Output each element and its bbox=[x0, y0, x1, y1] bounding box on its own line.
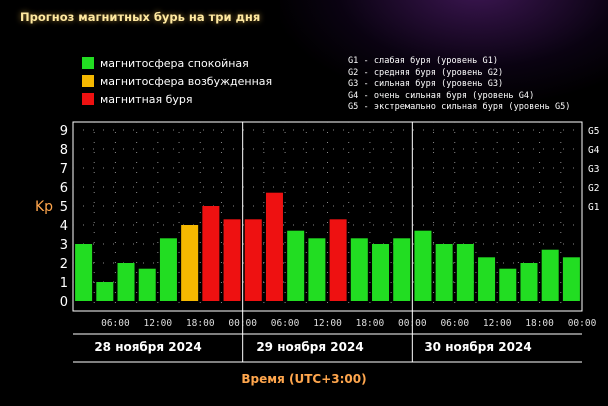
y-tick-label: 6 bbox=[60, 181, 68, 196]
g-scale-item: G2 - средняя буря (уровень G2) bbox=[348, 67, 504, 78]
kp-bar bbox=[202, 206, 220, 301]
kp-bar bbox=[499, 268, 517, 301]
legend-label-storm: магнитная буря bbox=[100, 92, 193, 106]
kp-bar bbox=[117, 263, 135, 301]
g-tick-label: G3 bbox=[588, 164, 599, 175]
legend-swatch-storm bbox=[82, 93, 94, 105]
legend-item-active: магнитосфера возбужденная bbox=[82, 74, 272, 88]
kp-bar bbox=[244, 219, 262, 301]
y-tick-label: 5 bbox=[60, 200, 68, 215]
kp-bar bbox=[159, 238, 177, 301]
g-scale-item: G3 - сильная буря (уровень G3) bbox=[348, 79, 504, 89]
y-tick-label: 1 bbox=[60, 276, 68, 291]
day-label: 29 ноября 2024 bbox=[256, 340, 364, 354]
y-tick-label: 0 bbox=[60, 295, 68, 310]
y-tick-label: 2 bbox=[60, 257, 68, 272]
x-tick-label: 18:00 bbox=[525, 318, 554, 329]
x-axis-label: Время (UTC+3:00) bbox=[241, 372, 367, 386]
legend-label-quiet: магнитосфера спокойная bbox=[100, 56, 249, 70]
y-tick-label: 8 bbox=[60, 143, 68, 158]
g-tick-label: G1 bbox=[588, 202, 600, 213]
kp-bar bbox=[541, 249, 559, 301]
kp-bar bbox=[350, 238, 368, 301]
x-tick-label: 00:00 bbox=[398, 318, 427, 329]
x-tick-label: 18:00 bbox=[186, 318, 215, 329]
g-scale-item: G5 - экстремально сильная буря (уровень … bbox=[348, 102, 571, 112]
kp-bar bbox=[562, 257, 580, 301]
legend-swatch-quiet bbox=[82, 57, 94, 69]
kp-bar bbox=[181, 225, 199, 301]
kp-bar bbox=[287, 230, 305, 301]
x-tick-label: 06:00 bbox=[271, 318, 300, 329]
kp-bar bbox=[414, 230, 432, 301]
y-tick-label: 9 bbox=[60, 124, 68, 139]
g-scale-item: G1 - слабая буря (уровень G1) bbox=[348, 56, 499, 66]
legend-swatch-active bbox=[82, 75, 94, 87]
day-label: 30 ноября 2024 bbox=[424, 340, 532, 354]
y-tick-label: 7 bbox=[60, 162, 68, 177]
day-label: 28 ноября 2024 bbox=[94, 340, 202, 354]
legend-item-storm: магнитная буря bbox=[82, 92, 193, 106]
y-tick-label: 4 bbox=[60, 219, 68, 234]
kp-bar bbox=[329, 219, 347, 301]
x-tick-label: 18:00 bbox=[356, 318, 385, 329]
x-tick-label: 06:00 bbox=[101, 318, 130, 329]
kp-bar bbox=[308, 238, 326, 301]
y-axis-label: Kp bbox=[35, 199, 54, 215]
legend-label-active: магнитосфера возбужденная bbox=[100, 74, 273, 88]
kp-bar bbox=[223, 219, 241, 301]
x-tick-label: 12:00 bbox=[313, 318, 342, 329]
x-tick-label: 00:00 bbox=[568, 318, 597, 329]
y-tick-label: 3 bbox=[60, 238, 68, 253]
legend-item-quiet: магнитосфера спокойная bbox=[82, 56, 249, 70]
x-tick-label: 12:00 bbox=[144, 318, 173, 329]
g-scale-list: G1 - слабая буря (уровень G1) G2 - средн… bbox=[348, 56, 570, 114]
g-tick-label: G4 bbox=[588, 145, 600, 156]
x-tick-label: 00:00 bbox=[228, 318, 257, 329]
kp-bar bbox=[138, 268, 156, 301]
kp-bar bbox=[478, 257, 496, 301]
page-title: Прогноз магнитных бурь на три дня bbox=[20, 10, 261, 24]
kp-bar bbox=[96, 282, 114, 301]
kp-bar bbox=[435, 244, 453, 301]
kp-bar bbox=[520, 263, 538, 301]
g-tick-label: G2 bbox=[588, 183, 599, 194]
x-tick-label: 12:00 bbox=[483, 318, 512, 329]
kp-bar bbox=[456, 244, 474, 301]
g-tick-label: G5 bbox=[588, 126, 599, 137]
kp-bar bbox=[265, 192, 283, 301]
kp-bar bbox=[75, 244, 93, 301]
kp-bar bbox=[393, 238, 411, 301]
g-scale-item: G4 - очень сильная буря (уровень G4) bbox=[348, 90, 535, 101]
kp-bar bbox=[372, 244, 390, 301]
x-tick-label: 06:00 bbox=[440, 318, 469, 329]
